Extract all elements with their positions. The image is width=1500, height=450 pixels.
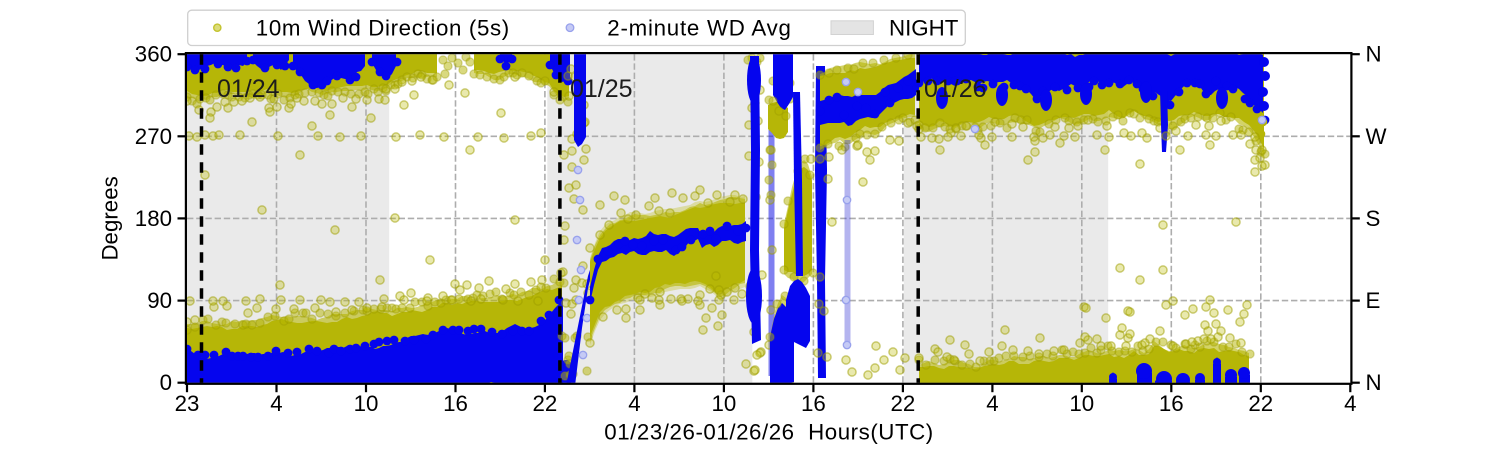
svg-text:10m Wind Direction (5s): 10m Wind Direction (5s) — [256, 16, 510, 41]
svg-text:10: 10 — [354, 391, 379, 416]
svg-text:16: 16 — [443, 391, 468, 416]
svg-text:22: 22 — [532, 391, 557, 416]
svg-text:180: 180 — [135, 206, 172, 231]
svg-text:23: 23 — [175, 391, 200, 416]
svg-text:01/26: 01/26 — [924, 75, 987, 103]
svg-text:270: 270 — [135, 124, 172, 149]
svg-text:Degrees: Degrees — [98, 176, 123, 260]
svg-text:16: 16 — [801, 391, 826, 416]
svg-text:0: 0 — [160, 370, 172, 395]
svg-text:NIGHT: NIGHT — [889, 16, 959, 41]
svg-text:22: 22 — [1248, 391, 1273, 416]
svg-text:S: S — [1366, 206, 1381, 231]
svg-text:E: E — [1366, 288, 1381, 313]
svg-text:22: 22 — [890, 391, 915, 416]
svg-text:4: 4 — [1344, 391, 1356, 416]
svg-text:N: N — [1366, 370, 1382, 395]
svg-text:4: 4 — [270, 391, 282, 416]
svg-text:2-minute WD Avg: 2-minute WD Avg — [607, 16, 791, 41]
svg-text:360: 360 — [135, 42, 172, 67]
svg-text:01/23/26-01/26/26 Hours(UTC): 01/23/26-01/26/26 Hours(UTC) — [604, 420, 934, 445]
svg-text:16: 16 — [1159, 391, 1184, 416]
svg-text:90: 90 — [147, 288, 172, 313]
svg-text:4: 4 — [986, 391, 998, 416]
svg-text:4: 4 — [628, 391, 640, 416]
svg-text:01/24: 01/24 — [217, 75, 280, 103]
svg-text:10: 10 — [1069, 391, 1094, 416]
svg-text:10: 10 — [711, 391, 736, 416]
svg-text:N: N — [1366, 42, 1382, 67]
svg-text:W: W — [1366, 124, 1387, 149]
svg-text:01/25: 01/25 — [570, 75, 633, 103]
